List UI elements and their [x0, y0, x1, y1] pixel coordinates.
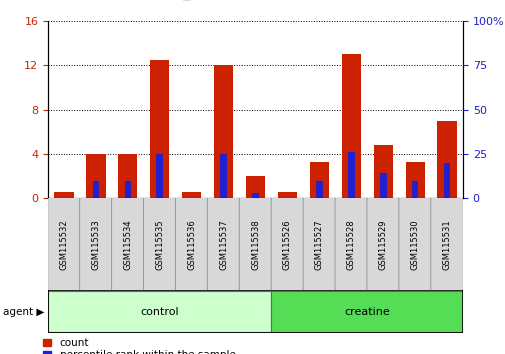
- FancyBboxPatch shape: [334, 197, 367, 291]
- Bar: [118, 154, 137, 198]
- FancyBboxPatch shape: [430, 197, 463, 291]
- FancyBboxPatch shape: [366, 197, 398, 291]
- Bar: [182, 192, 201, 198]
- Text: GSM115529: GSM115529: [378, 219, 387, 269]
- Text: GSM115535: GSM115535: [155, 219, 164, 270]
- Bar: [341, 55, 360, 198]
- Text: GSM115533: GSM115533: [91, 219, 100, 270]
- Bar: [214, 65, 233, 198]
- Bar: [405, 162, 424, 198]
- Text: agent ▶: agent ▶: [3, 307, 44, 316]
- Text: GSM115530: GSM115530: [410, 219, 419, 270]
- Text: GSM115536: GSM115536: [187, 219, 196, 270]
- Bar: [316, 181, 322, 198]
- Text: GSM115527: GSM115527: [314, 219, 323, 270]
- Bar: [373, 145, 392, 198]
- Bar: [124, 181, 131, 198]
- FancyBboxPatch shape: [112, 197, 144, 291]
- Text: creatine: creatine: [344, 307, 389, 316]
- FancyBboxPatch shape: [302, 197, 335, 291]
- FancyBboxPatch shape: [47, 197, 80, 291]
- Bar: [156, 154, 163, 198]
- Text: GSM115532: GSM115532: [60, 219, 68, 270]
- Text: GSM115528: GSM115528: [346, 219, 355, 270]
- Bar: [86, 154, 106, 198]
- Bar: [55, 192, 73, 198]
- Bar: [245, 176, 265, 198]
- Text: GSM115537: GSM115537: [219, 219, 228, 270]
- FancyBboxPatch shape: [175, 197, 208, 291]
- Bar: [150, 60, 169, 198]
- Bar: [437, 121, 456, 198]
- Bar: [92, 181, 99, 198]
- Bar: [277, 192, 296, 198]
- Text: GSM115531: GSM115531: [442, 219, 450, 270]
- FancyBboxPatch shape: [239, 197, 271, 291]
- Bar: [309, 162, 328, 198]
- Text: GSM115526: GSM115526: [282, 219, 291, 270]
- Text: GSM115538: GSM115538: [250, 219, 260, 270]
- Text: control: control: [140, 307, 179, 316]
- FancyBboxPatch shape: [271, 197, 303, 291]
- FancyBboxPatch shape: [207, 197, 239, 291]
- FancyBboxPatch shape: [79, 197, 112, 291]
- Bar: [347, 152, 354, 198]
- Bar: [379, 173, 386, 198]
- FancyBboxPatch shape: [48, 291, 271, 332]
- FancyBboxPatch shape: [398, 197, 431, 291]
- Bar: [220, 154, 227, 198]
- FancyBboxPatch shape: [143, 197, 176, 291]
- Bar: [443, 163, 449, 198]
- Bar: [251, 193, 259, 198]
- FancyBboxPatch shape: [271, 291, 462, 332]
- Text: GSM115534: GSM115534: [123, 219, 132, 270]
- Legend: count, percentile rank within the sample: count, percentile rank within the sample: [43, 338, 235, 354]
- Bar: [411, 181, 418, 198]
